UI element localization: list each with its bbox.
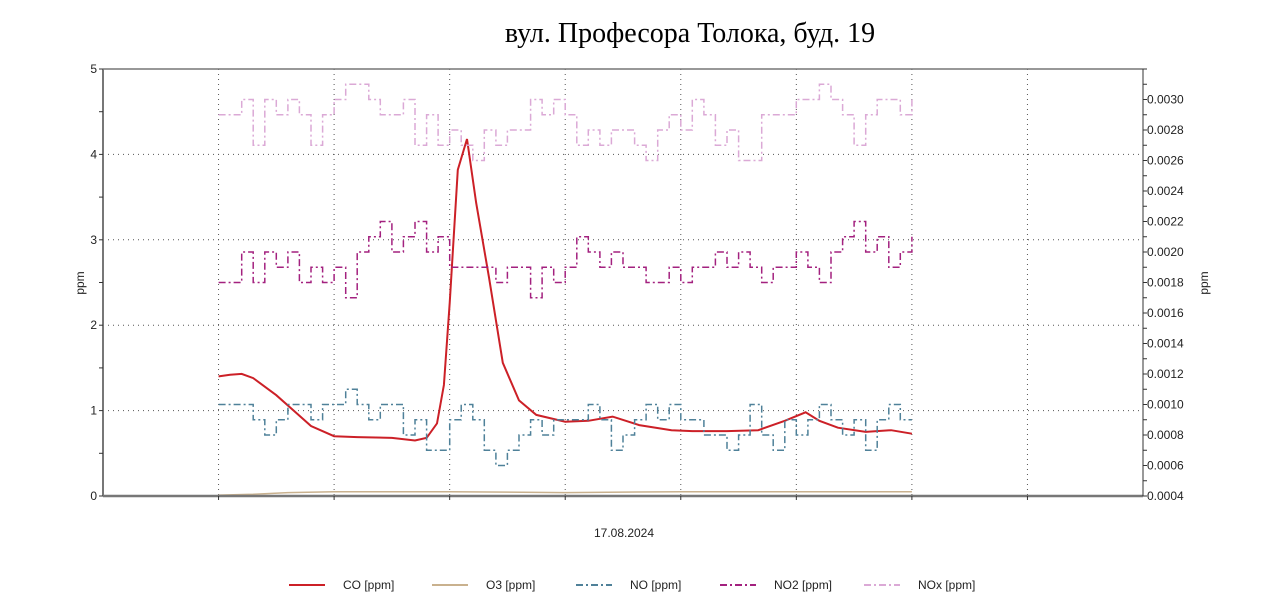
legend-swatch bbox=[432, 584, 468, 586]
series-line-no2 bbox=[218, 220, 913, 299]
y-tick-label-right: 0.0012 bbox=[1147, 367, 1184, 381]
y-tick-label-left: 1 bbox=[90, 404, 97, 418]
legend-label: NOx [ppm] bbox=[918, 578, 976, 592]
series-line-no bbox=[218, 388, 912, 467]
y-tick-label-right: 0.0026 bbox=[1147, 154, 1184, 168]
series-line-o3 bbox=[218, 490, 912, 496]
legend-item: NOx [ppm] bbox=[864, 578, 975, 592]
series-lines bbox=[218, 83, 913, 496]
y-tick-label-right: 0.0014 bbox=[1147, 337, 1184, 351]
legend-swatch bbox=[576, 584, 612, 586]
series-line-co bbox=[218, 138, 913, 442]
y-tick-label-left: 3 bbox=[90, 233, 97, 247]
chart-title: вул. Професора Толока, буд. 19 bbox=[504, 18, 876, 49]
legend-label: NO [ppm] bbox=[630, 578, 682, 592]
y-tick-label-right: 0.0020 bbox=[1147, 245, 1184, 259]
y-tick-label-right: 0.0016 bbox=[1147, 306, 1184, 320]
legend-label: CO [ppm] bbox=[343, 578, 395, 592]
legend-item: NO [ppm] bbox=[576, 578, 681, 592]
y-tick-label-right: 0.0008 bbox=[1147, 428, 1184, 442]
x-axis-label: 17.08.2024 bbox=[594, 526, 654, 540]
y-tick-label-right: 0.0024 bbox=[1147, 184, 1184, 198]
y-tick-label-right: 0.0010 bbox=[1147, 398, 1184, 412]
y-tick-label-right: 0.0030 bbox=[1147, 93, 1184, 107]
legend-swatch bbox=[864, 584, 900, 586]
y-tick-label-right: 0.0028 bbox=[1147, 123, 1184, 137]
legend-label: O3 [ppm] bbox=[486, 578, 536, 592]
y-tick-label-left: 4 bbox=[90, 147, 97, 161]
legend-swatch bbox=[720, 584, 756, 586]
axes: 0 1 2 3 4 5 0.0004 0.0006 0.0008 0.0010 0.0012 0.00… bbox=[90, 62, 1184, 503]
y-tick-label-left: 5 bbox=[90, 62, 97, 76]
legend-swatch bbox=[289, 584, 325, 586]
y-axis-label-left: ppm bbox=[73, 271, 87, 294]
series-line-nox bbox=[218, 83, 913, 162]
y-tick-label-right: 0.0022 bbox=[1147, 215, 1184, 229]
y-tick-label-left: 0 bbox=[90, 489, 97, 503]
y-axis-label-right: ppm bbox=[1197, 271, 1211, 294]
y-tick-label-left: 2 bbox=[90, 318, 97, 332]
legend-item: CO [ppm] bbox=[289, 578, 394, 592]
legend: CO [ppm] O3 [ppm] NO [ppm] NO2 [ppm] NOx [pp… bbox=[0, 578, 1280, 598]
legend-item: NO2 [ppm] bbox=[720, 578, 832, 592]
y-tick-label-right: 0.0018 bbox=[1147, 276, 1184, 290]
y-tick-label-right: 0.0004 bbox=[1147, 489, 1184, 503]
y-tick-label-right: 0.0006 bbox=[1147, 459, 1184, 473]
legend-item: O3 [ppm] bbox=[432, 578, 535, 592]
legend-label: NO2 [ppm] bbox=[774, 578, 833, 592]
